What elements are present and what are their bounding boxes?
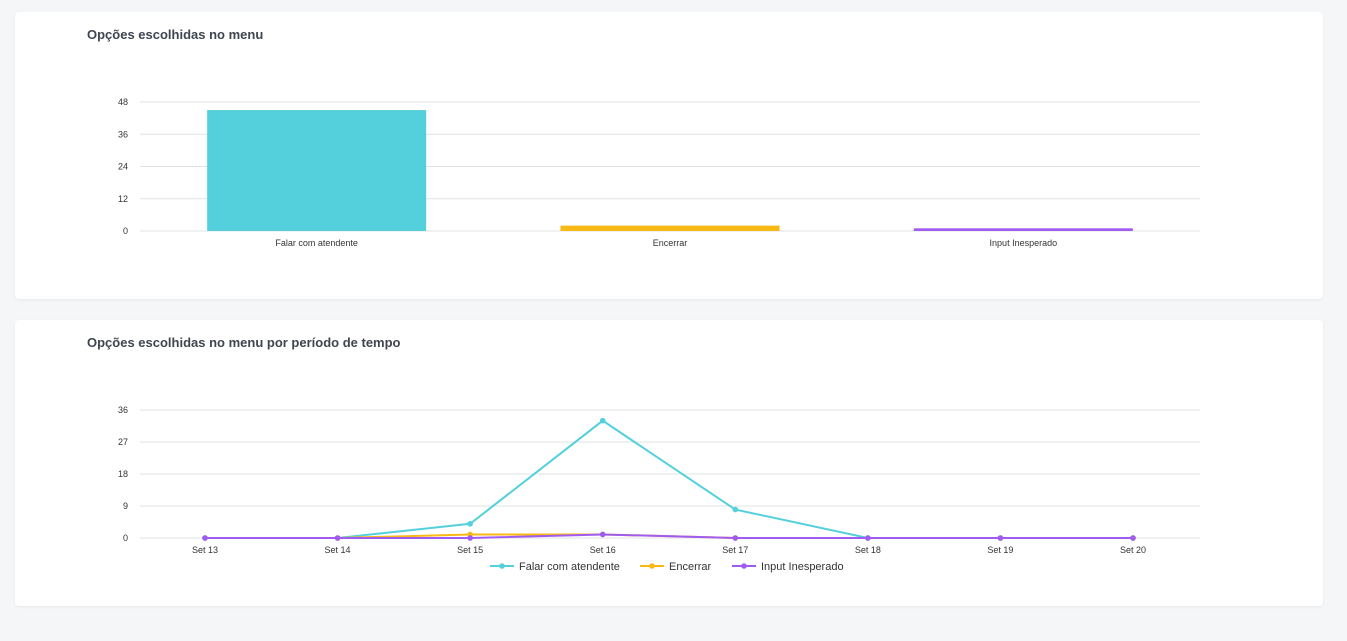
- bar-falar-com-atendente: [207, 110, 427, 231]
- x-tick-label: Set 15: [457, 545, 483, 555]
- bar-chart-card: Opções escolhidas no menu 0 12 24 36 48 Falar…: [15, 12, 1323, 299]
- y-tick-label: 36: [118, 129, 128, 139]
- x-tick-label: Input Inesperado: [990, 238, 1058, 248]
- x-tick-label: Set 18: [855, 545, 881, 555]
- bar-chart-title: Opções escolhidas no menu: [87, 27, 264, 42]
- data-point-falar-com-atendente: [732, 506, 739, 513]
- y-tick-label: 0: [123, 533, 128, 543]
- y-tick-label: 27: [118, 437, 128, 447]
- y-tick-label: 48: [118, 97, 128, 107]
- x-tick-label: Encerrar: [653, 238, 688, 248]
- series-line-input-inesperado: [205, 533, 1133, 539]
- x-tick-label: Set 14: [325, 545, 351, 555]
- series-line-falar-com-atendente: [205, 419, 1133, 539]
- legend-marker-encerrar: [649, 563, 655, 569]
- y-tick-label: 18: [118, 469, 128, 479]
- bar-chart: 0 12 24 36 48 Falar com atendente Encerrar Inpu…: [118, 97, 1200, 248]
- y-tick-label: 12: [118, 194, 128, 204]
- legend-label-falar-com-atendente: Falar com atendente: [519, 561, 620, 573]
- data-point-falar-com-atendente: [467, 520, 473, 527]
- x-tick-label: Falar com atendente: [275, 238, 358, 248]
- legend-label-encerrar: Encerrar: [669, 561, 712, 573]
- data-point-falar-com-atendente: [599, 417, 606, 424]
- line-chart: 0 9 18 27 36 Set 13 Set 14 Set 15 Set 16 Set 17 Se…: [118, 405, 1200, 573]
- data-point-input-inesperado: [732, 535, 739, 541]
- x-tick-label: Set 16: [590, 545, 616, 555]
- y-tick-label: 0: [123, 226, 128, 236]
- data-point-input-inesperado: [865, 535, 871, 541]
- legend-marker-falar-com-atendente: [499, 563, 505, 569]
- x-tick-label: Set 19: [987, 545, 1013, 555]
- data-point-input-inesperado: [467, 535, 473, 541]
- legend-marker-input-inesperado: [741, 563, 747, 569]
- y-tick-label: 24: [118, 162, 128, 172]
- x-tick-label: Set 13: [192, 545, 218, 555]
- y-tick-label: 9: [123, 501, 128, 511]
- data-point-input-inesperado: [1130, 535, 1136, 541]
- line-chart-title: Opções escolhidas no menu por período de…: [87, 335, 401, 350]
- x-tick-label: Set 20: [1120, 545, 1146, 555]
- data-point-input-inesperado: [997, 535, 1004, 541]
- x-tick-label: Set 17: [722, 545, 748, 555]
- bar-encerrar: [560, 225, 780, 231]
- legend-label-input-inesperado: Input Inesperado: [761, 561, 844, 573]
- line-chart-card: Opções escolhidas no menu por período de…: [15, 320, 1323, 606]
- y-tick-label: 36: [118, 405, 128, 415]
- bar-input-inesperado: [913, 228, 1133, 231]
- data-point-input-inesperado: [202, 535, 208, 541]
- data-point-input-inesperado: [334, 535, 341, 541]
- data-point-input-inesperado: [599, 531, 606, 538]
